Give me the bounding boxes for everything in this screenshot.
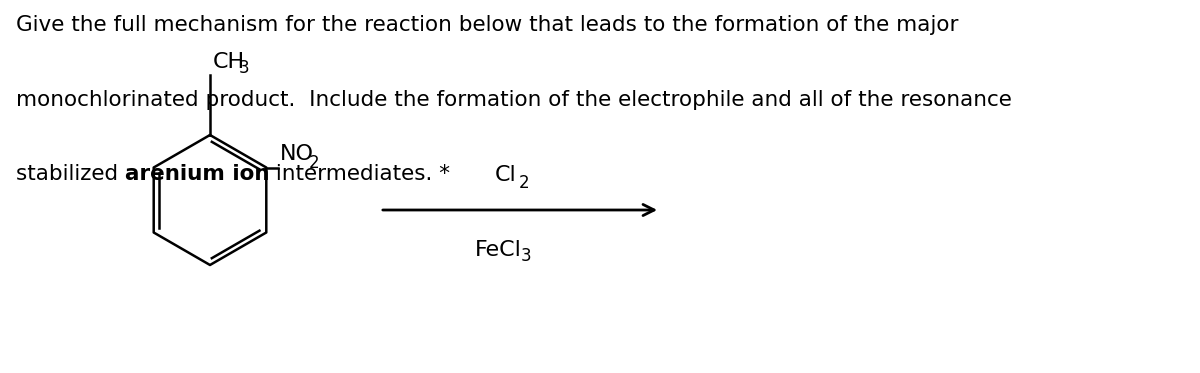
Text: intermediates. *: intermediates. * — [269, 164, 450, 184]
Text: NO: NO — [281, 144, 314, 164]
Text: 2: 2 — [308, 154, 319, 172]
Text: 2: 2 — [520, 174, 529, 192]
Text: FeCl: FeCl — [475, 240, 522, 260]
Text: monochlorinated product.  Include the formation of the electrophile and all of t: monochlorinated product. Include the for… — [16, 90, 1012, 110]
Text: arenium ion: arenium ion — [125, 164, 269, 184]
Text: CH: CH — [214, 52, 245, 72]
Text: stabilized: stabilized — [16, 164, 125, 184]
Text: Give the full mechanism for the reaction below that leads to the formation of th: Give the full mechanism for the reaction… — [16, 15, 958, 35]
Text: 3: 3 — [521, 247, 532, 265]
Text: 3: 3 — [239, 59, 250, 77]
Text: Cl: Cl — [496, 165, 517, 185]
